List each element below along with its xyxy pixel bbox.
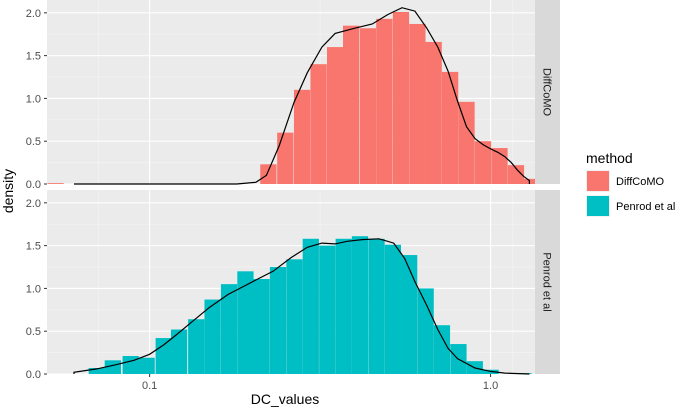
histogram-bar <box>319 245 336 374</box>
histogram-bar <box>302 238 319 374</box>
legend-swatch-penrod <box>587 196 609 216</box>
histogram-bar <box>122 356 139 374</box>
density-curve <box>74 7 530 185</box>
density-curve <box>73 238 530 375</box>
panel-0: DiffCoMO 0.0 0.5 1.0 1.5 2.0 <box>26 0 560 191</box>
histogram-bar <box>286 259 303 374</box>
histogram-bar <box>507 165 525 184</box>
histogram-bar <box>425 41 442 185</box>
histogram-bar <box>253 279 270 374</box>
legend: method DiffCoMO Penrod et al <box>586 150 675 217</box>
histogram-bar <box>359 28 377 184</box>
histogram-bar <box>220 284 238 374</box>
y-tick-label: 1.5 <box>26 241 41 253</box>
histogram-bar <box>520 178 537 184</box>
y-tick-label: 0.0 <box>26 179 41 191</box>
histogram-bar <box>155 338 172 374</box>
histogram-bar <box>491 148 508 184</box>
histogram-bar <box>104 360 121 374</box>
histogram-bar <box>277 132 294 184</box>
histogram-bar <box>88 368 105 374</box>
histogram-bar <box>474 141 492 184</box>
histogram-bar <box>138 357 155 374</box>
legend-title: method <box>586 150 633 166</box>
histogram-bar <box>170 329 188 374</box>
x-axis-title: DC_values <box>251 391 319 407</box>
histogram-bar <box>188 319 205 374</box>
histogram-bar <box>237 271 254 374</box>
panel-1: Penrod et al 0.0 0.5 1.0 1.5 2.0 <box>26 190 560 381</box>
y-tick-label: 2.0 <box>26 198 41 210</box>
histogram-bar <box>384 244 402 374</box>
histogram-bar <box>417 288 434 374</box>
panel-layer: DiffCoMO 0.0 0.5 1.0 1.5 2.0 Penrod et al 0.0 0.… <box>26 0 560 392</box>
histogram-bar <box>351 236 369 374</box>
histogram-bar <box>47 183 64 184</box>
histogram-bar <box>376 18 393 184</box>
histogram-bar <box>409 23 426 184</box>
y-axis-title: density <box>0 169 16 213</box>
x-tick-label: 1.0 <box>483 380 498 392</box>
histogram-bar <box>343 25 360 184</box>
facet-strip-label: Penrod et al <box>541 252 553 311</box>
facet-strip <box>535 190 560 374</box>
histogram-bar <box>392 11 410 184</box>
histogram-bar <box>335 238 352 374</box>
histogram-bar <box>293 89 311 184</box>
y-tick-label: 0.5 <box>26 326 41 338</box>
y-tick-label: 1.0 <box>26 93 41 105</box>
legend-swatch-diffcomo <box>587 171 609 191</box>
y-tick-label: 0.5 <box>26 136 41 148</box>
histogram-bar <box>204 299 221 374</box>
histogram-bar <box>310 64 327 184</box>
facet-strip-label: DiffCoMO <box>541 68 553 117</box>
legend-label-penrod: Penrod et al <box>616 201 675 213</box>
histogram-bar <box>269 267 287 374</box>
histogram-bar <box>441 71 459 184</box>
y-tick-label: 1.5 <box>26 51 41 63</box>
legend-label-diffcomo: DiffCoMO <box>616 176 665 188</box>
histogram-bar <box>458 101 475 184</box>
histogram-bar <box>260 164 277 184</box>
facet-strip <box>535 0 560 184</box>
histogram-bar <box>433 325 451 374</box>
y-tick-label: 0.0 <box>26 369 41 381</box>
histogram-bar <box>401 255 418 374</box>
histogram-bar <box>368 238 385 374</box>
x-tick-label: 0.1 <box>142 380 157 392</box>
histogram-bar <box>326 47 344 185</box>
y-tick-label: 1.0 <box>26 283 41 295</box>
y-tick-label: 2.0 <box>26 8 41 20</box>
